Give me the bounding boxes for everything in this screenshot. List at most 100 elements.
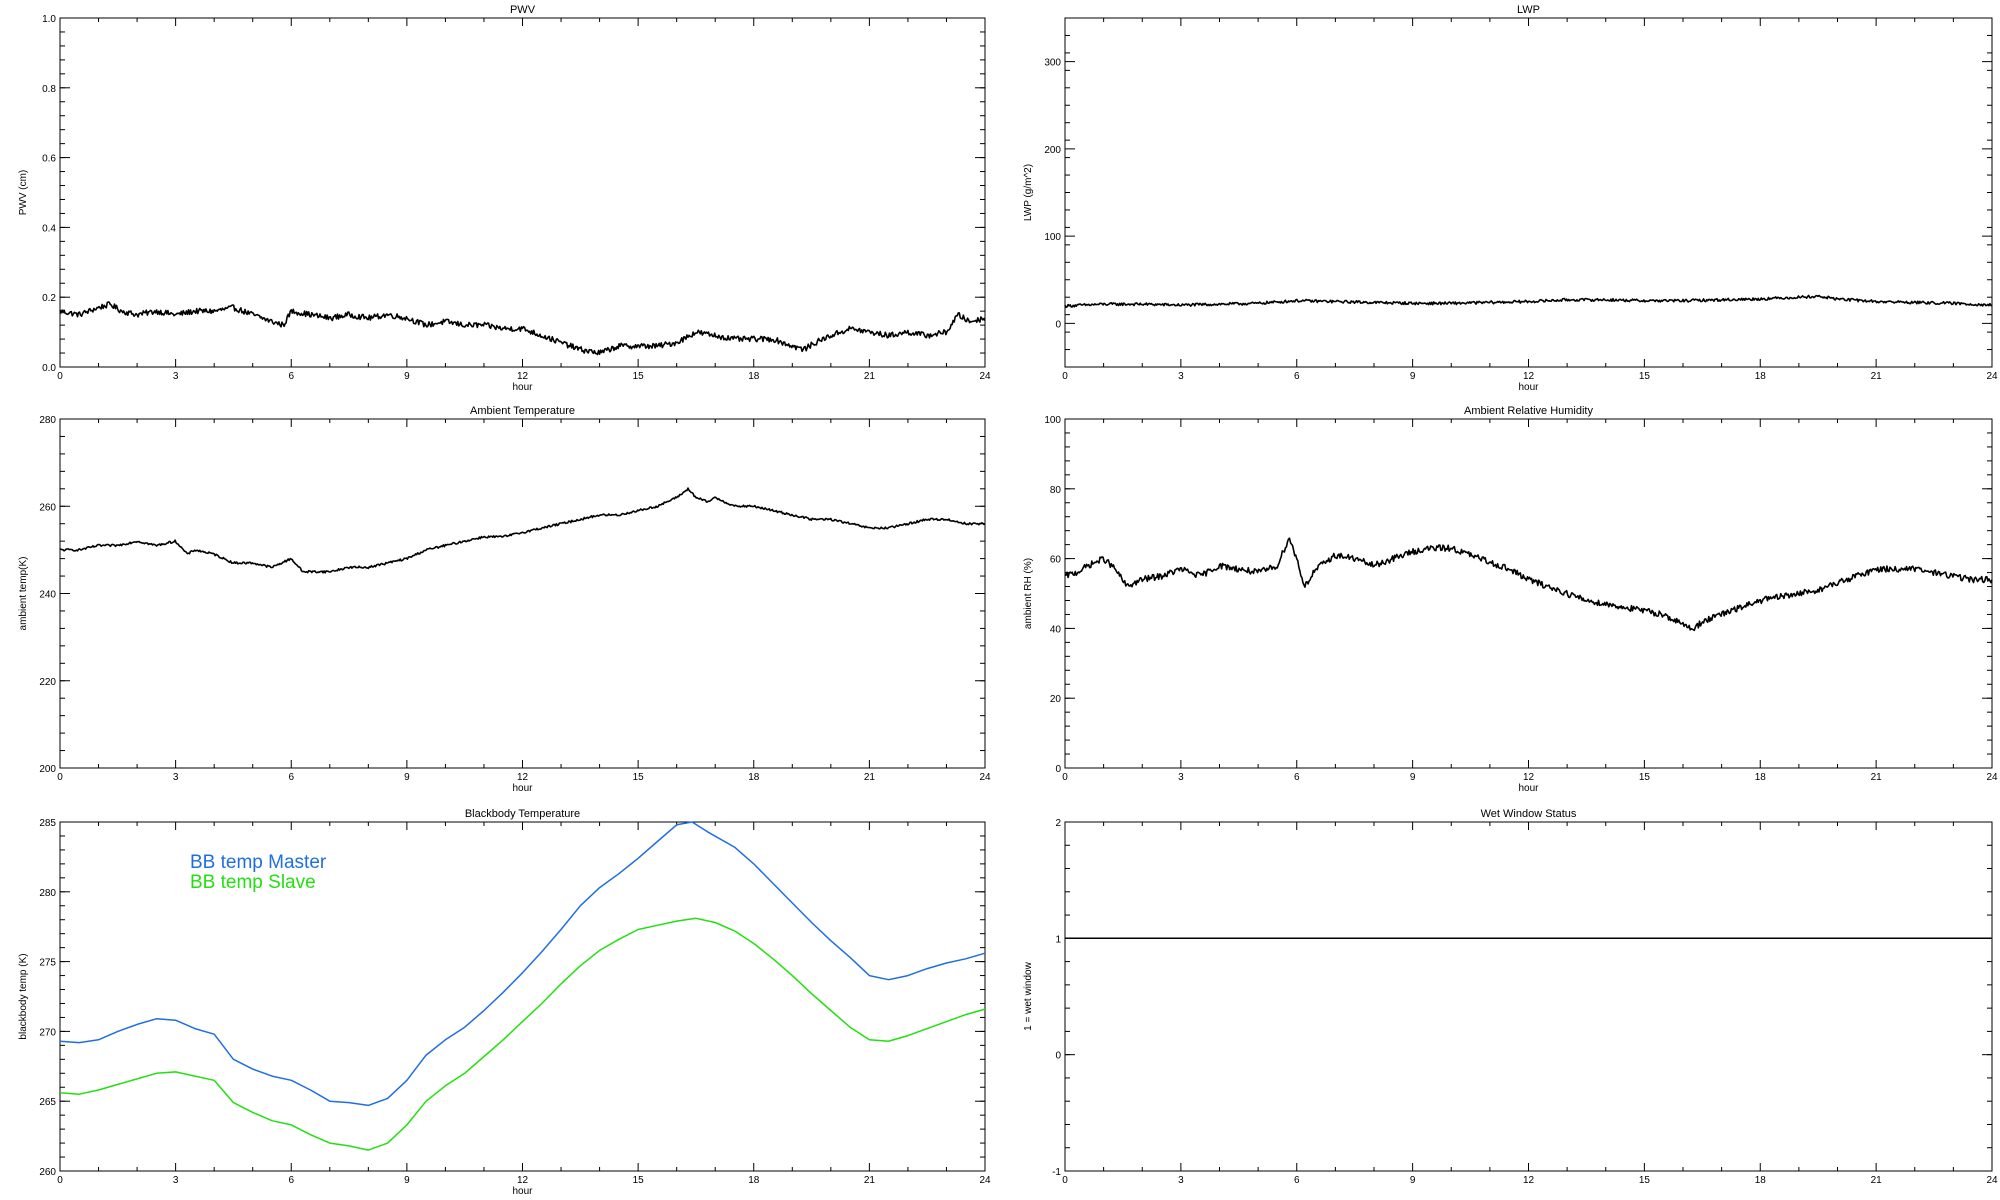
x-tick-label: 18	[748, 371, 760, 382]
x-tick-label: 18	[1755, 772, 1767, 783]
y-axis-label: blackbody temp (K)	[18, 953, 29, 1039]
x-tick-label: 3	[173, 371, 179, 382]
y-tick-label: 280	[39, 415, 56, 426]
y-tick-label: 200	[1044, 145, 1061, 156]
x-axis-label: hour	[1518, 783, 1539, 794]
x-tick-label: 15	[1639, 772, 1651, 783]
x-tick-label: 21	[864, 1175, 876, 1186]
x-tick-label: 6	[288, 1175, 294, 1186]
x-axis-label: hour	[512, 382, 533, 393]
y-tick-label: 0	[1055, 764, 1061, 775]
y-tick-label: 285	[39, 818, 56, 829]
y-tick-label: 275	[39, 958, 56, 969]
x-tick-label: 9	[404, 1175, 410, 1186]
x-tick-label: 0	[1062, 772, 1068, 783]
chart-title: PWV	[510, 4, 536, 16]
x-tick-label: 24	[979, 1175, 991, 1186]
x-tick-label: 15	[1639, 371, 1651, 382]
y-tick-label: -1	[1052, 1167, 1061, 1178]
y-tick-label: 80	[1050, 485, 1062, 496]
x-tick-label: 3	[1178, 371, 1184, 382]
y-tick-label: 0.6	[42, 154, 56, 165]
x-tick-label: 9	[1410, 1175, 1416, 1186]
chart-title: Blackbody Temperature	[465, 808, 580, 820]
plot-frame	[59, 17, 986, 368]
x-tick-label: 21	[1871, 772, 1883, 783]
x-tick-label: 12	[517, 371, 529, 382]
x-tick-label: 18	[1755, 371, 1767, 382]
ambient-temp-chart: Ambient Temperature 0 3 6 9 12 15 18 21 24 hour 200…	[18, 405, 991, 794]
x-tick-label: 6	[288, 772, 294, 783]
x-axis-label: hour	[512, 783, 533, 794]
x-tick-label: 12	[517, 1175, 529, 1186]
x-tick-label: 6	[1294, 371, 1300, 382]
x-tick-label: 15	[633, 772, 645, 783]
y-axis-label: ambient temp(K)	[18, 557, 29, 631]
x-tick-label: 9	[404, 772, 410, 783]
series-line-0	[59, 821, 986, 1107]
y-tick-label: 240	[39, 590, 56, 601]
x-tick-label: 24	[1986, 772, 1998, 783]
series-line-0	[1064, 294, 1993, 309]
x-tick-label: 9	[1410, 772, 1416, 783]
y-tick-label: 0.8	[42, 84, 56, 95]
x-tick-label: 6	[1294, 772, 1300, 783]
x-axis-label: hour	[512, 1186, 533, 1197]
x-tick-label: 18	[748, 772, 760, 783]
y-tick-label: 1.0	[42, 14, 56, 25]
y-tick-label: 0	[1055, 1051, 1061, 1062]
x-tick-label: 18	[1755, 1175, 1767, 1186]
ambient-rh-chart: Ambient Relative Humidity 0 3 6 9 12 15 18 21 24 h…	[1023, 405, 1998, 794]
y-tick-label: 270	[39, 1027, 56, 1038]
x-tick-label: 3	[173, 772, 179, 783]
plot-frame	[1064, 418, 1993, 769]
pwv-chart: PWV 0 3 6 9 12 15 18 21 24 hour 0.0 0.2 0.4 0.6 0.8 1.0 P…	[18, 4, 991, 393]
x-tick-label: 21	[1871, 1175, 1883, 1186]
x-tick-label: 3	[173, 1175, 179, 1186]
series-line-0	[1064, 537, 1993, 632]
x-tick-label: 15	[633, 371, 645, 382]
chart-title: Ambient Relative Humidity	[1464, 405, 1593, 417]
x-tick-label: 0	[57, 1175, 63, 1186]
x-tick-label: 15	[633, 1175, 645, 1186]
plot-frame	[1064, 17, 1993, 368]
x-tick-label: 9	[404, 371, 410, 382]
y-tick-label: 40	[1050, 624, 1062, 635]
x-tick-label: 6	[288, 371, 294, 382]
x-tick-label: 3	[1178, 1175, 1184, 1186]
x-tick-label: 24	[979, 371, 991, 382]
y-tick-label: 0.2	[42, 293, 56, 304]
y-axis-label: 1 = wet window	[1023, 961, 1034, 1030]
chart-title: LWP	[1517, 4, 1540, 16]
plot-frame	[59, 418, 986, 769]
x-tick-label: 24	[979, 772, 991, 783]
series-line-0	[60, 487, 986, 574]
y-tick-label: 60	[1050, 555, 1062, 566]
x-tick-label: 21	[864, 371, 876, 382]
x-axis-label: hour	[1518, 382, 1539, 393]
blackbody-temp-chart: Blackbody Temperature 0 3 6 9 12 15 18 21 24 hour 2…	[18, 808, 991, 1197]
chart-title: Ambient Temperature	[470, 405, 575, 417]
x-tick-label: 15	[1639, 1175, 1651, 1186]
legend-entry: BB temp Master	[190, 852, 327, 873]
y-tick-label: 100	[1044, 415, 1061, 426]
y-tick-label: 20	[1050, 694, 1062, 705]
x-tick-label: 21	[1871, 371, 1883, 382]
y-tick-label: 280	[39, 888, 56, 899]
y-tick-label: 260	[39, 502, 56, 513]
legend-entry: BB temp Slave	[190, 872, 316, 893]
x-tick-label: 0	[57, 772, 63, 783]
y-tick-label: 220	[39, 677, 56, 688]
series-line-1	[59, 917, 986, 1151]
x-tick-label: 3	[1178, 772, 1184, 783]
y-tick-label: 300	[1044, 58, 1061, 69]
x-tick-label: 0	[1062, 371, 1068, 382]
lwp-chart: LWP 0 3 6 9 12 15 18 21 24 hour 0 100 200 300 LWP (g/m^…	[1023, 4, 1998, 393]
y-tick-label: 200	[39, 764, 56, 775]
x-tick-label: 21	[864, 772, 876, 783]
y-tick-label: 100	[1044, 232, 1061, 243]
y-axis-label: ambient RH (%)	[1023, 558, 1034, 629]
x-tick-label: 18	[748, 1175, 760, 1186]
